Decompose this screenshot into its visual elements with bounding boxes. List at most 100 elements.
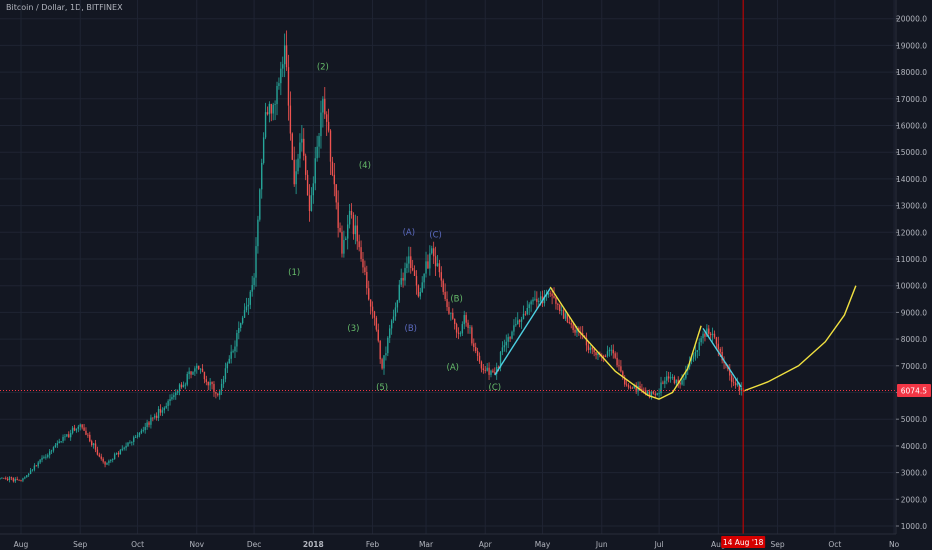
candle-body: [482, 368, 485, 370]
candle-body: [717, 343, 720, 350]
candle-body: [5, 478, 7, 480]
candle-body: [704, 333, 706, 337]
candle-body: [228, 358, 230, 364]
candle-body: [125, 445, 127, 448]
candle-body: [448, 307, 450, 314]
candle-body: [423, 273, 425, 283]
candle-body: [176, 391, 179, 393]
candle-body: [272, 104, 274, 114]
candle-body: [496, 366, 498, 374]
candle-body: [43, 457, 45, 458]
candle-body: [222, 379, 225, 384]
candle-body: [473, 343, 475, 348]
candle-body: [92, 443, 95, 446]
candle-body: [261, 162, 263, 190]
candle-body: [182, 385, 185, 388]
candle-body: [312, 183, 315, 196]
candle-body: [354, 225, 357, 235]
candle-body: [635, 384, 637, 392]
candle-body: [163, 407, 165, 411]
candle-body: [402, 278, 404, 281]
candle-body: [713, 333, 716, 338]
candle-body: [503, 345, 506, 348]
candle-body: [715, 337, 718, 344]
wave-label: (4): [359, 161, 371, 171]
candle-body: [262, 137, 265, 163]
candle-body: [562, 310, 565, 319]
x-tick-label: Oct: [131, 540, 144, 549]
candle-body: [501, 347, 504, 353]
candle-body: [50, 450, 53, 452]
candle-body: [373, 311, 376, 318]
candle-body: [178, 384, 181, 392]
candle-body: [45, 456, 47, 458]
candle-body: [387, 337, 389, 354]
candle-body: [425, 261, 427, 274]
candle-body: [734, 382, 737, 386]
candle-body: [711, 333, 714, 336]
candle-body: [117, 452, 120, 455]
candle-body: [362, 258, 364, 268]
candle-body: [658, 393, 660, 394]
candle-body: [335, 184, 337, 203]
y-tick-label: 10000.0: [896, 282, 927, 291]
candle-body: [545, 295, 548, 297]
candle-body: [413, 270, 416, 277]
x-tick-label: No: [889, 540, 900, 549]
last-price-badge: [897, 384, 931, 398]
candle-body: [675, 379, 677, 384]
candle-body: [522, 313, 525, 320]
candle-body: [306, 174, 309, 196]
candle-body: [364, 267, 366, 272]
candle-body: [350, 210, 353, 215]
candle-body: [499, 352, 502, 368]
candle-body: [660, 382, 662, 394]
candle-body: [196, 365, 198, 369]
candle-body: [138, 432, 141, 436]
trend-line: [702, 328, 742, 388]
candle-body: [509, 337, 511, 339]
candle-body: [113, 454, 116, 460]
candle-body: [633, 384, 635, 389]
candle-body: [648, 391, 651, 398]
candle-body: [381, 359, 383, 369]
candle-body: [331, 161, 334, 175]
x-tick-label: Dec: [247, 540, 262, 549]
candle-body: [52, 447, 55, 451]
trend-line: [494, 287, 551, 376]
candle-body: [154, 415, 156, 418]
candle-body: [283, 45, 286, 65]
candle-body: [188, 371, 190, 375]
x-tick-label: Oct: [828, 540, 841, 549]
candle-body: [18, 479, 20, 481]
candle-body: [106, 463, 108, 465]
candle-body: [415, 276, 418, 286]
candle-body: [226, 363, 229, 369]
candle-body: [442, 280, 444, 292]
candle-body: [87, 434, 89, 436]
candle-body: [436, 263, 439, 267]
candle-body: [236, 332, 238, 347]
candle-body: [671, 376, 674, 378]
candle-body: [608, 349, 611, 352]
candle-body: [94, 443, 97, 450]
candle-body: [108, 460, 110, 464]
candle-body: [121, 448, 123, 450]
candle-body: [400, 278, 402, 285]
candle-body: [259, 189, 261, 220]
candle-body: [304, 155, 307, 175]
candle-body: [366, 271, 368, 289]
candle-body: [22, 478, 24, 481]
candle-body: [31, 469, 34, 471]
candle-body: [549, 292, 551, 294]
candle-body: [559, 304, 561, 312]
candle-body: [488, 367, 490, 375]
candle-body: [66, 434, 68, 437]
candle-body: [572, 324, 574, 330]
candle-body: [406, 263, 408, 269]
candle-body: [543, 296, 546, 304]
candle-body: [310, 195, 313, 211]
candle-body: [199, 368, 202, 370]
